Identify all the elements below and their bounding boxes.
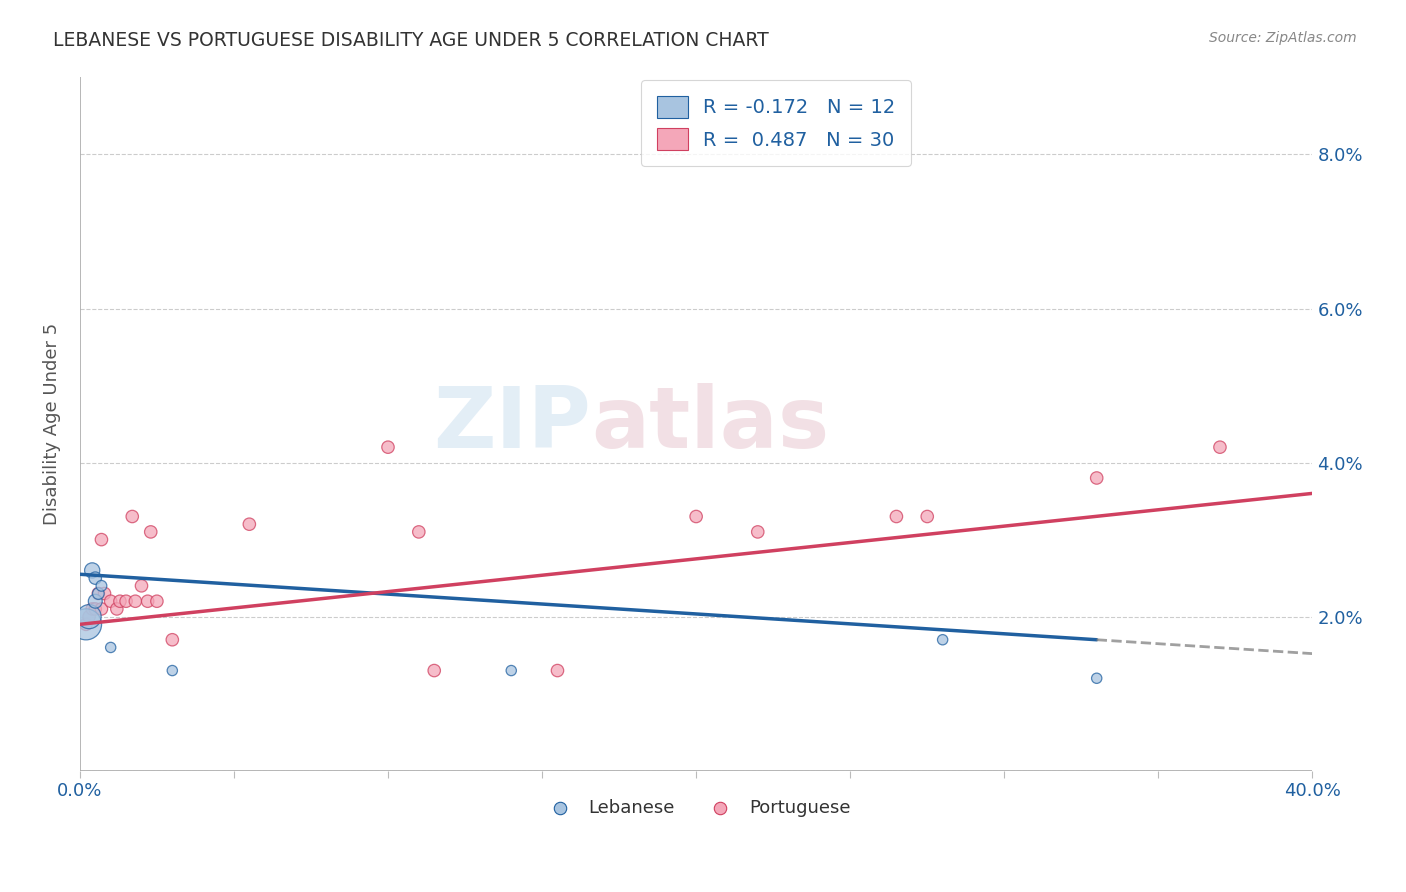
Point [84,602,107,616]
Point [931,632,953,647]
Point [747,524,769,539]
Point [100,594,122,608]
Point [136,594,159,608]
Text: LEBANESE VS PORTUGUESE DISABILITY AGE UNDER 5 CORRELATION CHART: LEBANESE VS PORTUGUESE DISABILITY AGE UN… [53,31,769,50]
Point [77,609,100,624]
Point [1085,671,1108,685]
Point [108,594,131,608]
Point [84,594,107,608]
Point [75,617,97,632]
Point [75,617,97,632]
Point [87,586,110,600]
Point [90,602,112,616]
Point [115,594,138,608]
Point [121,509,143,524]
Text: Source: ZipAtlas.com: Source: ZipAtlas.com [1209,31,1357,45]
Point [915,509,938,524]
Point [1085,471,1108,485]
Point [1209,440,1232,454]
Point [238,517,260,532]
Point [408,524,430,539]
Point [685,509,707,524]
Point [77,609,100,624]
Point [82,563,104,577]
Point [100,640,122,655]
Point [82,602,104,616]
Point [124,594,146,608]
Point [377,440,399,454]
Point [93,586,115,600]
Point [139,524,162,539]
Point [87,586,110,600]
Point [90,579,112,593]
Point [162,632,184,647]
Point [501,664,523,678]
Text: atlas: atlas [592,383,830,466]
Point [105,602,128,616]
Point [162,664,184,678]
Point [546,664,568,678]
Point [423,664,446,678]
Point [146,594,169,608]
Point [131,579,153,593]
Legend: Lebanese, Portuguese: Lebanese, Portuguese [534,791,858,824]
Y-axis label: Disability Age Under 5: Disability Age Under 5 [44,323,60,525]
Text: ZIP: ZIP [433,383,592,466]
Point [886,509,908,524]
Point [84,571,107,585]
Point [90,533,112,547]
